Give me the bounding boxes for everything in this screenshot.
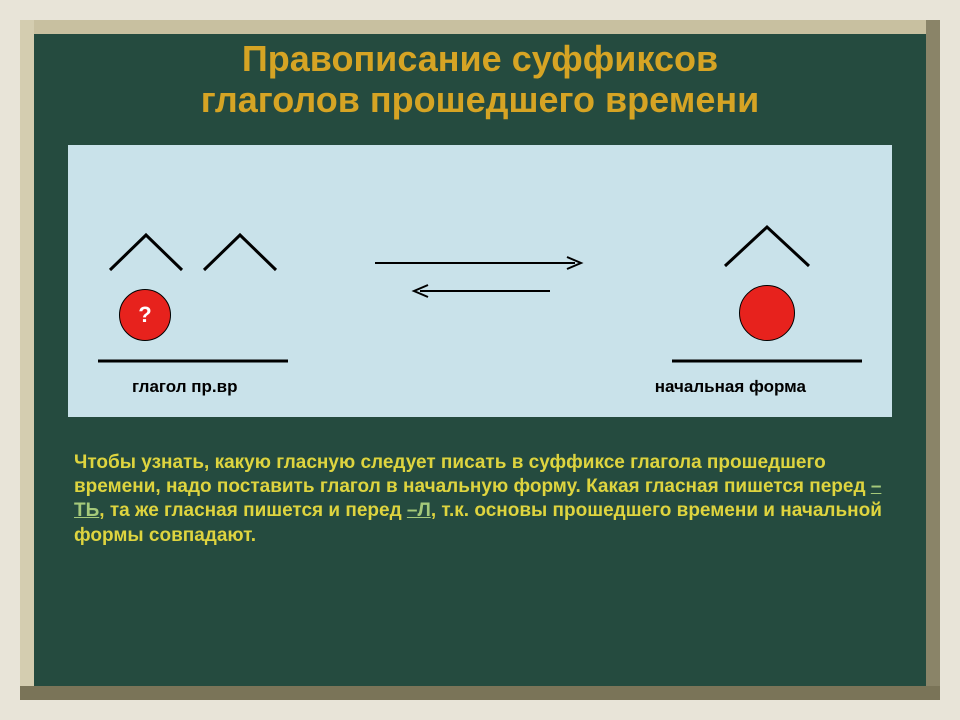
- label-infinitive: начальная форма: [655, 377, 806, 397]
- suffix-chevrons-right: [722, 223, 812, 269]
- frame-bevel-right: [926, 20, 940, 700]
- highlight-suffix-l: –Л: [407, 500, 431, 521]
- frame-bevel-left: [20, 20, 34, 700]
- chalkboard-frame: Правописание суффиксов глаголов прошедше…: [20, 20, 940, 700]
- rule-paragraph: Чтобы узнать, какую гласную следует писа…: [74, 451, 886, 548]
- unknown-vowel-marker: ?: [119, 289, 171, 341]
- suffix-chevrons-left: [107, 231, 279, 273]
- chevron-icon: [201, 231, 279, 273]
- infinitive-group: [672, 223, 862, 363]
- diagram-labels: глагол пр.вр начальная форма: [98, 377, 862, 397]
- word-underline-right: [672, 359, 862, 363]
- diagram-panel: ?: [68, 145, 892, 417]
- slide-title: Правописание суффиксов глаголов прошедше…: [38, 38, 922, 121]
- title-line-1: Правописание суффиксов: [242, 38, 718, 79]
- rule-seg-2: , та же гласная пишется и перед: [99, 500, 407, 521]
- frame-bevel-top: [20, 20, 940, 34]
- verb-past-tense-group: ?: [98, 231, 288, 363]
- arrow-right-icon: [375, 256, 585, 270]
- chevron-icon: [722, 223, 812, 269]
- known-vowel-marker: [739, 285, 795, 341]
- label-past-tense: глагол пр.вр: [132, 377, 237, 397]
- rule-seg-1: Чтобы узнать, какую гласную следует писа…: [74, 452, 871, 497]
- frame-bevel-bottom: [20, 686, 940, 700]
- chevron-icon: [107, 231, 185, 273]
- transformation-arrows: [375, 256, 585, 298]
- word-underline-left: [98, 359, 288, 363]
- question-mark: ?: [138, 302, 151, 328]
- arrow-left-icon: [410, 284, 550, 298]
- title-line-2: глаголов прошедшего времени: [201, 79, 759, 120]
- diagram-row: ?: [98, 173, 862, 363]
- board-content: Правописание суффиксов глаголов прошедше…: [38, 38, 922, 682]
